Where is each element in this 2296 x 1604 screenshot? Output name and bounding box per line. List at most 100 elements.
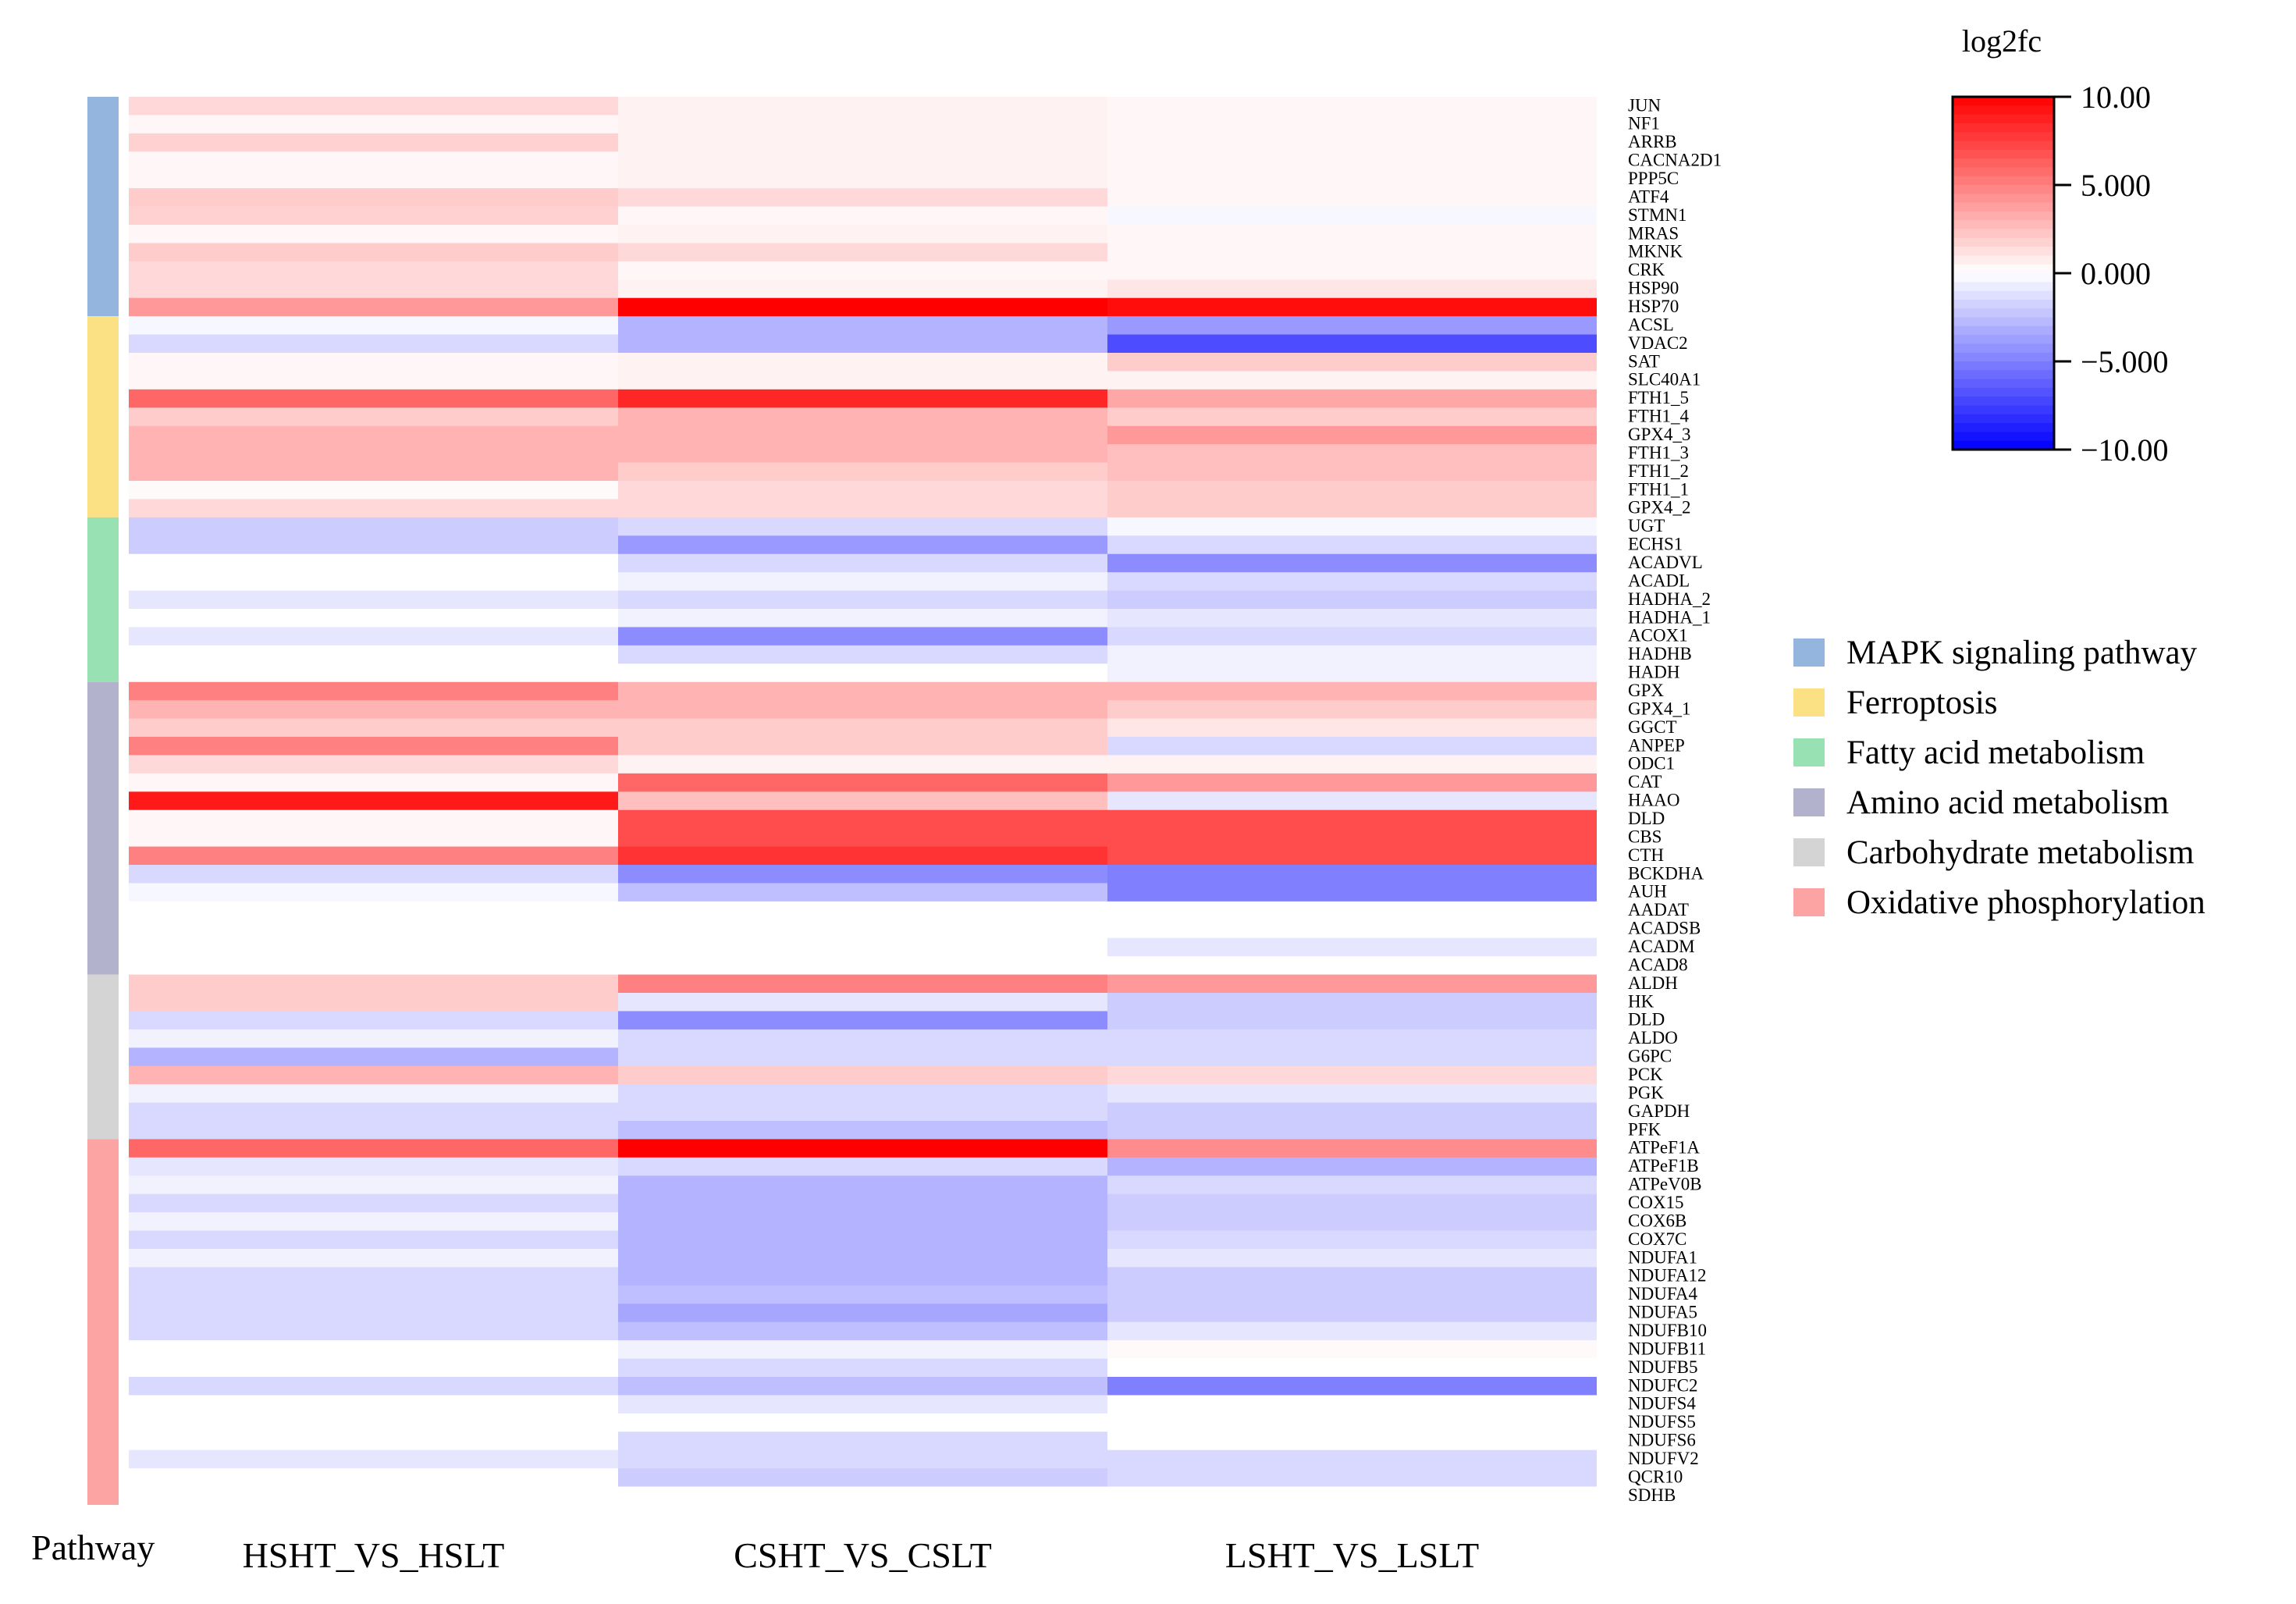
heatmap-cell bbox=[1107, 1340, 1597, 1360]
legend-swatch bbox=[1793, 788, 1825, 816]
heatmap-cell bbox=[129, 97, 618, 116]
heatmap-cell bbox=[129, 297, 618, 317]
heatmap-cell bbox=[1107, 1321, 1597, 1341]
colorbar-tick-label: 5.000 bbox=[2081, 168, 2151, 203]
gene-label: GPX4_3 bbox=[1628, 425, 1691, 444]
colorbar-step bbox=[1953, 229, 2054, 239]
heatmap-cell bbox=[618, 1432, 1107, 1451]
heatmap-cell bbox=[1107, 115, 1597, 134]
gene-label: ALDH bbox=[1628, 973, 1678, 993]
heatmap-cell bbox=[618, 627, 1107, 646]
heatmap-cell bbox=[1107, 1358, 1597, 1378]
gene-label: NF1 bbox=[1628, 114, 1660, 133]
colorbar-step bbox=[1953, 370, 2054, 380]
heatmap-cell bbox=[618, 297, 1107, 317]
heatmap-cell bbox=[129, 1340, 618, 1360]
heatmap-cell bbox=[1107, 1468, 1597, 1488]
colorbar-step bbox=[1953, 202, 2054, 212]
heatmap-cell bbox=[618, 316, 1107, 336]
heatmap-cell bbox=[618, 1358, 1107, 1378]
gene-label: CACNA2D1 bbox=[1628, 151, 1722, 170]
pathway-legend: MAPK signaling pathway Ferroptosis Fatty a… bbox=[1793, 635, 2205, 921]
heatmap-cell bbox=[129, 425, 618, 445]
heatmap-cell bbox=[618, 1377, 1107, 1396]
heatmap-cell bbox=[129, 206, 618, 226]
gene-label: NDUFA12 bbox=[1628, 1266, 1707, 1286]
heatmap-cell bbox=[618, 993, 1107, 1012]
heatmap-cell bbox=[1107, 883, 1597, 902]
heatmap-cell bbox=[129, 334, 618, 354]
heatmap-cell bbox=[1107, 663, 1597, 683]
heatmap-cell bbox=[129, 169, 618, 189]
heatmap-cell bbox=[618, 188, 1107, 208]
heatmap-cell bbox=[618, 553, 1107, 573]
gene-label: ACSL bbox=[1628, 315, 1674, 334]
heatmap-cell bbox=[1107, 773, 1597, 792]
heatmap-cell bbox=[129, 481, 618, 500]
heatmap-cell bbox=[129, 1395, 618, 1414]
heatmap-cell bbox=[129, 791, 618, 811]
colorbar-step bbox=[1953, 405, 2054, 415]
colorbar-step bbox=[1953, 97, 2054, 106]
gene-label: COX15 bbox=[1628, 1193, 1684, 1212]
heatmap-cell bbox=[1107, 1065, 1597, 1085]
colorbar-step bbox=[1953, 387, 2054, 397]
gene-label: SLC40A1 bbox=[1628, 370, 1701, 389]
gene-label: CRK bbox=[1628, 260, 1665, 279]
heatmap-cell bbox=[618, 865, 1107, 884]
heatmap-cell bbox=[129, 1011, 618, 1030]
heatmap-cell bbox=[129, 828, 618, 848]
heatmap-cell bbox=[618, 1267, 1107, 1286]
heatmap-cell bbox=[1107, 828, 1597, 848]
colorbar-step bbox=[1953, 325, 2054, 336]
heatmap-cell bbox=[1107, 535, 1597, 555]
heatmap-cell bbox=[618, 1011, 1107, 1030]
heatmap-cell bbox=[618, 901, 1107, 920]
colorbar-step bbox=[1953, 149, 2054, 159]
gene-label: FTH1_5 bbox=[1628, 388, 1689, 407]
heatmap-cell bbox=[618, 169, 1107, 189]
heatmap-cell bbox=[129, 353, 618, 372]
heatmap-cell bbox=[1107, 590, 1597, 610]
heatmap-cell bbox=[1107, 1285, 1597, 1304]
heatmap-cell bbox=[1107, 97, 1597, 116]
gene-label: HAAO bbox=[1628, 791, 1679, 810]
legend-label: Fatty acid metabolism bbox=[1846, 734, 2145, 771]
heatmap-cell bbox=[129, 553, 618, 573]
heatmap-cell bbox=[129, 993, 618, 1012]
heatmap-cell bbox=[1107, 755, 1597, 774]
gene-label: STMN1 bbox=[1628, 205, 1686, 225]
colorbar-step bbox=[1953, 343, 2054, 354]
heatmap-cell bbox=[618, 737, 1107, 756]
colorbar-step bbox=[1953, 176, 2054, 186]
colorbar-step bbox=[1953, 211, 2054, 221]
heatmap-cell bbox=[618, 956, 1107, 976]
heatmap-cell bbox=[1107, 956, 1597, 976]
gene-label: FTH1_3 bbox=[1628, 443, 1689, 462]
heatmap-cell bbox=[618, 1285, 1107, 1304]
gene-label: DLD bbox=[1628, 1010, 1665, 1030]
gene-label: VDAC2 bbox=[1628, 333, 1688, 353]
heatmap-cell bbox=[129, 499, 618, 518]
heatmap-cell bbox=[129, 535, 618, 555]
heatmap-cell bbox=[129, 718, 618, 738]
gene-label: ATPeF1B bbox=[1628, 1156, 1699, 1175]
colorbar-step bbox=[1953, 361, 2054, 371]
gene-label: G6PC bbox=[1628, 1047, 1672, 1066]
heatmap-cell bbox=[618, 681, 1107, 701]
colorbar-step bbox=[1953, 299, 2054, 309]
colorbar-step bbox=[1953, 114, 2054, 124]
colorbar-tick-label: 0.000 bbox=[2081, 256, 2151, 291]
heatmap-cell bbox=[1107, 353, 1597, 372]
heatmap-cell bbox=[1107, 846, 1597, 866]
gene-label: QCR10 bbox=[1628, 1467, 1683, 1486]
gene-label: COX6B bbox=[1628, 1211, 1686, 1230]
heatmap-cell bbox=[129, 151, 618, 171]
heatmap-cell bbox=[129, 645, 618, 664]
colorbar-step bbox=[1953, 273, 2054, 283]
heatmap-cell bbox=[129, 279, 618, 299]
colorbar-step bbox=[1953, 432, 2054, 442]
gene-label: ACADSB bbox=[1628, 919, 1701, 938]
heatmap-cell bbox=[129, 1285, 618, 1304]
